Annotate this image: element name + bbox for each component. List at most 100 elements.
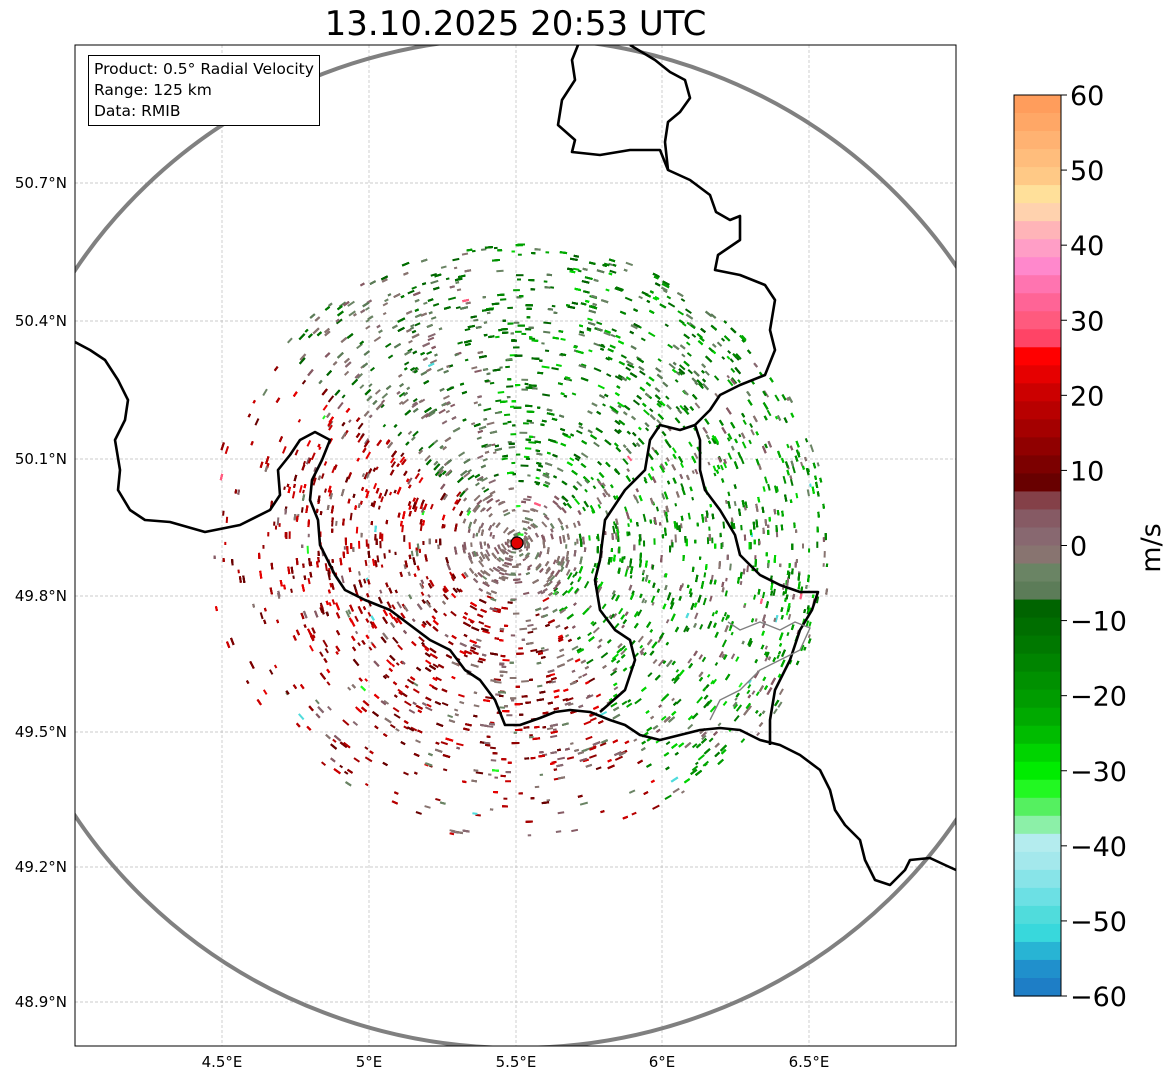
echo-gate [566,657,574,663]
echo-gate [511,699,515,702]
echo-gate [450,403,456,408]
echo-gate [426,350,433,355]
echo-gate [485,549,491,557]
echo-gate [685,341,691,346]
echo-gate [348,310,356,317]
echo-gate [463,541,467,550]
echo-gate [647,331,656,338]
echo-gate [675,668,680,673]
echo-gate [322,415,326,420]
echo-gate [772,588,776,596]
echo-gate [324,647,329,654]
echo-gate [292,575,295,579]
echo-gate [552,728,557,731]
echo-gate [380,496,384,503]
echo-gate [502,563,510,568]
echo-gate [729,563,732,571]
echo-gate [665,516,669,523]
echo-gate [703,572,707,578]
echo-gate [498,556,505,562]
echo-gate [572,522,577,528]
echo-gate [671,697,675,702]
echo-gate [415,811,422,815]
echo-gate [387,354,394,359]
echo-gate [698,654,703,660]
echo-gate [511,461,516,465]
echo-gate [426,703,432,708]
echo-gate [356,343,363,350]
echo-gate [418,636,425,643]
echo-gate [307,533,310,538]
echo-gate [380,404,385,409]
echo-gate [560,560,565,568]
echo-gate [734,697,738,701]
echo-gate [764,476,768,484]
echo-gate [347,300,355,307]
echo-gate [298,485,303,493]
echo-gate [822,563,825,567]
echo-gate [740,524,743,531]
echo-gate [638,295,643,300]
echo-gate [574,457,580,462]
echo-gate [593,367,602,373]
echo-gate [410,323,415,328]
echo-gate [680,462,685,469]
echo-gate [601,482,606,487]
echo-gate [364,488,368,493]
echo-gate [376,555,380,563]
echo-gate [542,393,551,397]
echo-gate [593,562,597,568]
echo-gate [474,369,482,373]
echo-gate [467,474,475,481]
echo-gate [310,452,316,461]
echo-gate [384,298,389,303]
echo-gate [368,646,373,651]
echo-gate [481,507,486,512]
echo-gate [642,569,646,574]
echo-gate [374,389,381,395]
echo-gate [529,421,534,424]
echo-gate [738,682,743,688]
echo-gate [380,399,386,404]
echo-gate [583,720,592,726]
echo-gate [541,365,550,369]
echo-gate [564,634,570,638]
echo-gate [543,280,548,283]
echo-gate [335,318,343,325]
echo-gate [795,492,799,499]
echo-gate [503,413,511,417]
echo-gate [653,538,656,545]
echo-gate [774,394,780,402]
echo-gate [273,664,278,669]
echo-gate [352,720,359,726]
echo-gate [288,531,291,539]
echo-gate [731,377,738,385]
echo-gate [509,405,515,408]
echo-gate [746,689,751,695]
echo-gate [403,700,412,707]
echo-gate [332,738,337,743]
echo-gate [414,472,420,480]
echo-gate [558,536,563,545]
echo-gate [418,477,424,484]
echo-gate [726,355,731,360]
echo-gate [627,523,630,528]
echo-gate [691,470,695,475]
echo-gate [632,399,641,406]
echo-gate [567,572,573,580]
echo-gate [368,383,373,388]
echo-gate [382,423,387,428]
echo-gate [345,610,351,618]
echo-gate [445,409,450,414]
echo-gate [679,404,685,411]
echo-gate [673,676,680,684]
echo-gate [490,759,497,762]
echo-gate [691,743,698,749]
echo-gate [389,723,396,729]
echo-gate [267,532,270,537]
echo-gate [477,454,484,460]
echo-gate [624,506,628,513]
echo-gate [618,558,622,562]
echo-gate [552,590,558,596]
echo-gate [505,542,511,548]
